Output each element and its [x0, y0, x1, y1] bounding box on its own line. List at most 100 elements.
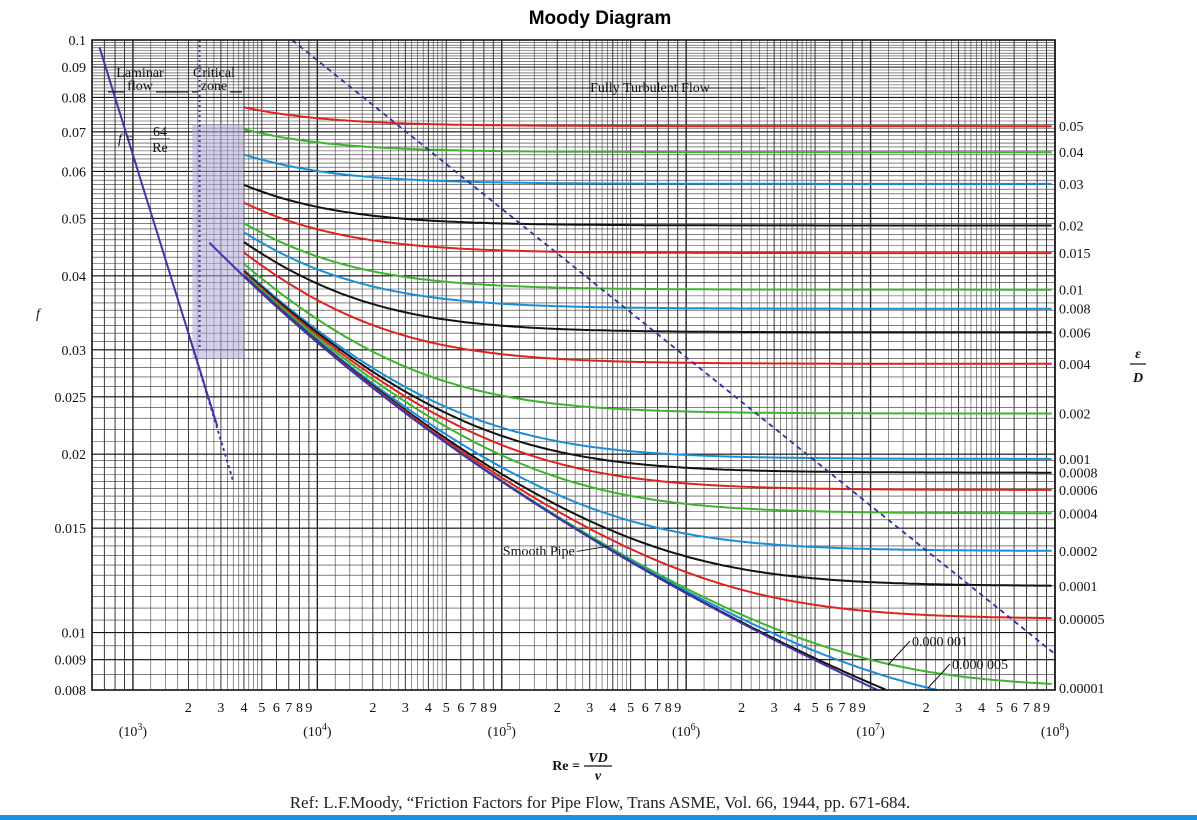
roughness-label: 0.02: [1059, 219, 1084, 234]
laminar-label-num: 64: [153, 125, 167, 140]
x-tick-label: 7: [470, 701, 477, 716]
roughness-label: 0.008: [1059, 303, 1091, 318]
y-tick-label: 0.008: [55, 684, 87, 699]
roughness-curve-0.00005: [243, 275, 1052, 620]
roughness-label: 0.0006: [1059, 484, 1098, 499]
x-tick-label: 6: [457, 701, 464, 716]
roughness-label: 0.001: [1059, 453, 1091, 468]
y-tick-label: 0.03: [62, 344, 87, 359]
roughness-curve-0.02: [243, 183, 1052, 227]
y-tick-label: 0.02: [62, 448, 87, 463]
x-tick-label: 9: [490, 701, 497, 716]
y-tick-label: 0.07: [62, 126, 87, 141]
y-tick-label: 0.04: [62, 270, 87, 285]
y-axis-label: f: [36, 307, 42, 322]
x-axis-label-lhs: Re =: [552, 759, 580, 774]
roughness-label: 0.04: [1059, 146, 1084, 161]
annot-laminar-1: Laminar: [116, 66, 164, 81]
roughness-label: 0.0002: [1059, 545, 1098, 560]
x-tick-label: 8: [1034, 701, 1041, 716]
x-decade-label: (107): [856, 722, 885, 740]
roughness-inline-label: 0.000 001: [912, 635, 968, 650]
roughness-labels: εD 0.05 0.04 0.03 0.02 0.015 0.01 0.008 0.006 0.0…: [1059, 120, 1146, 697]
roughness-label: 0.03: [1059, 178, 1084, 193]
roughness-label: 0.0008: [1059, 467, 1098, 482]
x-tick-label: 2: [554, 701, 561, 716]
roughness-label: 0.002: [1059, 408, 1091, 423]
x-tick-label: 9: [1043, 701, 1050, 716]
annot-critical-1: Critical: [193, 66, 235, 81]
roughness-label: 0.006: [1059, 326, 1091, 341]
annot-laminar-2: flow: [127, 79, 154, 94]
x-axis-label-den: ν: [595, 769, 602, 784]
roughness-curve-0.05: [243, 106, 1052, 128]
x-decade-label: (103): [119, 722, 148, 740]
x-tick-label: 2: [738, 701, 745, 716]
x-tick-label: 4: [609, 701, 616, 716]
critical-zone-shading: [192, 124, 244, 359]
roughness-inline-label: 0.000 005: [952, 658, 1008, 673]
y-tick-label: 0.06: [62, 165, 87, 180]
roughness-label: 0.0004: [1059, 507, 1098, 522]
x-tick-label: 6: [642, 701, 649, 716]
x-tick-label: 4: [425, 701, 432, 716]
x-decade-label: (105): [488, 722, 517, 740]
annot-critical-2: zone: [201, 79, 227, 94]
roughness-inline-leader: [887, 640, 911, 666]
x-tick-label: 7: [285, 701, 292, 716]
x-tick-label: 7: [1023, 701, 1030, 716]
roughness-label: 0.05: [1059, 120, 1084, 135]
series-group: [98, 39, 1056, 691]
x-tick-label: 3: [402, 701, 409, 716]
x-tick-label: 3: [771, 701, 778, 716]
x-tick-label: 5: [627, 701, 634, 716]
x-tick-label: 9: [305, 701, 312, 716]
roughness-label: 0.01: [1059, 284, 1084, 299]
roughness-label: 0.00001: [1059, 682, 1105, 697]
plot-frame: [91, 39, 1056, 691]
x-axis-label-num: VD: [588, 751, 607, 766]
roughness-curve-0.01: [243, 222, 1052, 291]
x-tick-label: 2: [923, 701, 930, 716]
roughness-curve-0.006: [243, 241, 1052, 334]
tick-labels: 0.10.090.080.070.060.050.040.030.0250.02…: [36, 34, 1069, 784]
right-axis-label-num: ε: [1135, 347, 1141, 362]
laminar-label-f: f =: [118, 132, 135, 147]
roughness-curve-0.001: [243, 269, 1052, 460]
x-tick-label: 4: [794, 701, 801, 716]
x-tick-label: 8: [480, 701, 487, 716]
roughness-label: 0.0001: [1059, 580, 1098, 595]
x-tick-label: 6: [273, 701, 280, 716]
x-tick-label: 5: [812, 701, 819, 716]
x-tick-label: 6: [1011, 701, 1018, 716]
x-tick-label: 8: [849, 701, 856, 716]
x-tick-label: 7: [839, 701, 846, 716]
x-decade-label: (108): [1041, 722, 1070, 740]
roughness-curve-0.0008: [243, 270, 1052, 474]
turbulent-boundary-line: [291, 39, 1056, 655]
x-tick-label: 2: [185, 701, 192, 716]
roughness-curve-0.004: [243, 251, 1052, 365]
reference-citation: Ref: L.F.Moody, “Friction Factors for Pi…: [290, 793, 911, 812]
annot-fully-turbulent: Fully Turbulent Flow: [590, 81, 711, 96]
roughness-curve-0.0002: [243, 274, 1052, 552]
axes: [91, 39, 1056, 691]
x-tick-label: 3: [586, 701, 593, 716]
roughness-label: 0.015: [1059, 247, 1091, 262]
critical-zone-band: [192, 124, 244, 359]
x-tick-label: 6: [826, 701, 833, 716]
x-tick-label: 2: [369, 701, 376, 716]
roughness-inline-leader: [927, 663, 951, 689]
roughness-curve-0.0004: [243, 273, 1052, 515]
bottom-accent-bar: [0, 815, 1197, 820]
y-tick-label: 0.015: [55, 522, 87, 537]
y-tick-label: 0.09: [62, 61, 87, 76]
x-decade-label: (104): [303, 722, 332, 740]
x-tick-label: 7: [654, 701, 661, 716]
y-tick-label: 0.1: [69, 34, 87, 49]
smooth-pipe-label: Smooth Pipe: [503, 544, 575, 559]
y-tick-label: 0.05: [62, 212, 87, 227]
roughness-curve-0.04: [243, 128, 1052, 154]
x-tick-label: 4: [240, 701, 247, 716]
x-decade-label: (106): [672, 722, 701, 740]
